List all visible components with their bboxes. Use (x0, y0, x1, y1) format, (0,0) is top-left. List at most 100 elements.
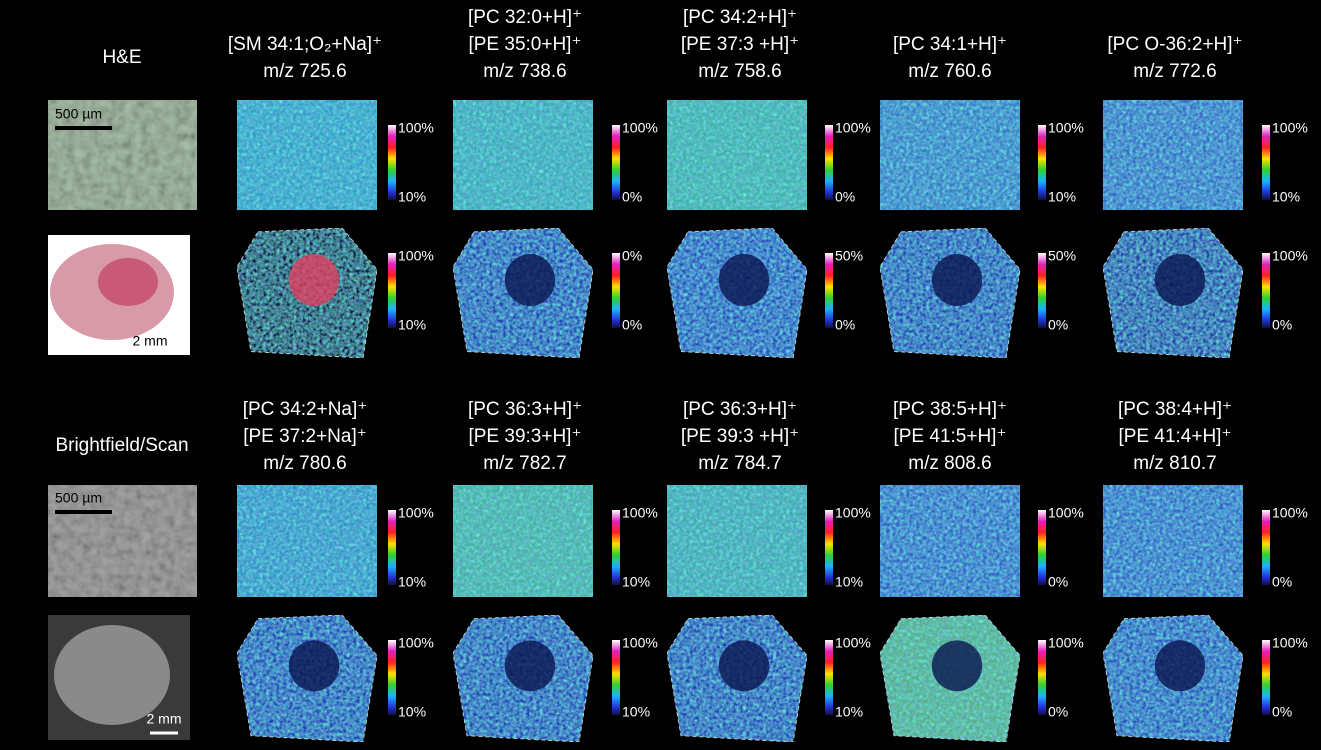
ion-image (237, 485, 377, 597)
colorbar-min: 0% (835, 189, 855, 205)
ion-image (880, 100, 1020, 210)
ion-title: [SM 34:1;O₂+Na]⁺ (228, 34, 382, 55)
colorbar (1038, 510, 1046, 585)
scale-label: 2 mm (147, 711, 182, 727)
ion-image (1103, 485, 1243, 597)
ion-title: [PC 34:2+H]⁺ (683, 7, 797, 28)
colorbar-min: 0% (1272, 574, 1292, 590)
colorbar-min: 10% (398, 317, 426, 333)
tissue-core (504, 640, 556, 692)
colorbar-max: 100% (398, 505, 434, 521)
ion-title: m/z 725.6 (263, 61, 346, 82)
row-label: H&E (102, 47, 141, 68)
colorbar-max: 100% (398, 120, 434, 136)
colorbar-min: 0% (1048, 704, 1068, 720)
colorbar-max: 100% (835, 505, 871, 521)
colorbar-min: 0% (1048, 317, 1068, 333)
ion-image (237, 100, 377, 210)
colorbar-min: 10% (835, 574, 863, 590)
ion-title: [PC 32:0+H]⁺ (468, 7, 582, 28)
colorbar-min: 10% (622, 704, 650, 720)
ion-title: [PC 38:4+H]⁺ (1118, 399, 1232, 420)
ion-title: [PE 35:0+H]⁺ (468, 34, 581, 55)
colorbar (612, 125, 620, 200)
colorbar-min: 10% (398, 189, 426, 205)
ion-title: m/z 784.7 (698, 453, 781, 474)
colorbar-min: 10% (398, 574, 426, 590)
tissue-core (504, 254, 556, 306)
brightfield-image (48, 485, 197, 597)
colorbar-min: 10% (398, 704, 426, 720)
tissue-core (1154, 640, 1206, 692)
tissue-core (1154, 254, 1206, 306)
colorbar (388, 125, 396, 200)
colorbar-max: 100% (835, 120, 871, 136)
colorbar (825, 640, 833, 715)
colorbar-max: 100% (622, 120, 658, 136)
tissue-core (288, 254, 340, 306)
colorbar-max: 100% (622, 635, 658, 651)
tissue-core (288, 640, 340, 692)
tissue (54, 625, 170, 725)
ion-title: [PC 36:3+H]⁺ (468, 399, 582, 420)
colorbar-max: 50% (835, 248, 863, 264)
ion-title: [PC 36:3+H]⁺ (683, 399, 797, 420)
colorbar-min: 0% (622, 189, 642, 205)
scale-label: 500 µm (55, 490, 102, 506)
colorbar-max: 50% (1048, 248, 1076, 264)
colorbar (388, 640, 396, 715)
ion-title: [PC O-36:2+H]⁺ (1107, 34, 1242, 55)
colorbar (825, 253, 833, 328)
colorbar-max: 100% (1272, 505, 1308, 521)
ion-title: [PE 39:3+H]⁺ (468, 426, 581, 447)
ion-title: [PC 38:5+H]⁺ (893, 399, 1007, 420)
ion-title: m/z 738.6 (483, 61, 566, 82)
colorbar (612, 253, 620, 328)
ion-image (1103, 100, 1243, 210)
colorbar-min: 0% (1272, 704, 1292, 720)
ion-image (453, 100, 593, 210)
tissue-core (718, 254, 770, 306)
ion-title: m/z 808.6 (908, 453, 991, 474)
ion-title: m/z 760.6 (908, 61, 991, 82)
colorbar-min: 0% (622, 317, 642, 333)
colorbar-min: 0% (1272, 317, 1292, 333)
ion-title: m/z 758.6 (698, 61, 781, 82)
ion-title: m/z 782.7 (483, 453, 566, 474)
colorbar (612, 640, 620, 715)
colorbar (825, 510, 833, 585)
ion-title: [PE 41:4+H]⁺ (1118, 426, 1231, 447)
colorbar-max: 100% (1272, 248, 1308, 264)
colorbar-min: 0% (1048, 574, 1068, 590)
colorbar-max: 100% (835, 635, 871, 651)
ion-title: [PC 34:2+Na]⁺ (243, 399, 368, 420)
colorbar (1262, 640, 1270, 715)
tissue-core (931, 254, 983, 306)
colorbar-max: 100% (1272, 120, 1308, 136)
tissue-core (718, 640, 770, 692)
colorbar-max: 100% (1048, 635, 1084, 651)
ion-image (880, 485, 1020, 597)
colorbar (1262, 125, 1270, 200)
colorbar-max: 100% (1048, 120, 1084, 136)
tissue (98, 258, 158, 306)
colorbar-min: 10% (1272, 189, 1300, 205)
colorbar (388, 253, 396, 328)
ion-image (453, 485, 593, 597)
he-image (48, 100, 197, 210)
colorbar-min: 10% (622, 574, 650, 590)
colorbar-max: 100% (398, 248, 434, 264)
colorbar (612, 510, 620, 585)
colorbar-min: 10% (1048, 189, 1076, 205)
scale-label: 500 µm (55, 106, 102, 122)
ion-title: [PC 34:1+H]⁺ (893, 34, 1007, 55)
colorbar (1038, 125, 1046, 200)
row-label: Brightfield/Scan (55, 435, 188, 456)
colorbar (825, 125, 833, 200)
colorbar-max: 100% (1272, 635, 1308, 651)
tissue-core (931, 640, 983, 692)
colorbar-max: 100% (622, 505, 658, 521)
ion-image (667, 100, 807, 210)
